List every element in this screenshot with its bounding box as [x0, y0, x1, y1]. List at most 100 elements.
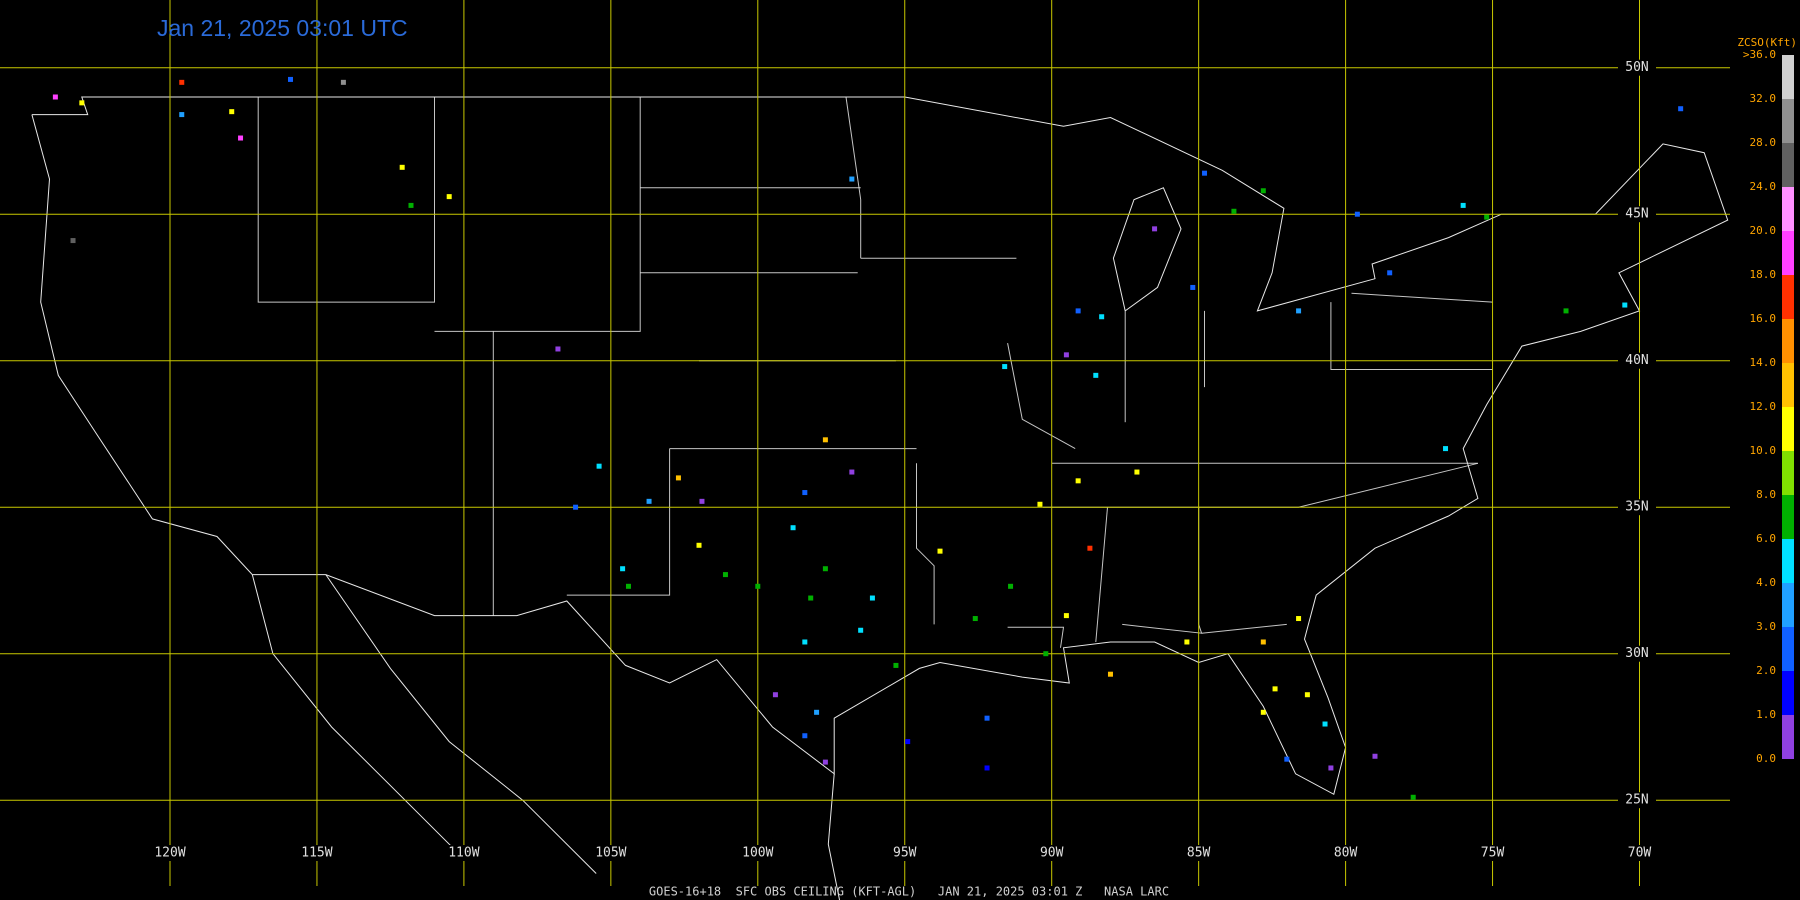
colorbar-band [1782, 451, 1794, 495]
station-obs [1152, 226, 1158, 232]
station-obs [937, 548, 943, 554]
station-obs [822, 759, 828, 765]
station-obs [1075, 478, 1081, 484]
station-obs [70, 238, 76, 244]
station-obs [1328, 765, 1334, 771]
station-obs [1087, 545, 1093, 551]
station-obs [408, 202, 414, 208]
lon-label: 80W [1334, 846, 1358, 861]
station-obs [1304, 692, 1310, 698]
station-obs [229, 109, 235, 115]
station-obs [1008, 583, 1014, 589]
label-backdrop [1618, 59, 1656, 76]
station-obs [596, 463, 602, 469]
station-obs [869, 595, 875, 601]
colorbar-band [1782, 363, 1794, 407]
coastline [827, 773, 841, 900]
colorbar-band [1782, 671, 1794, 715]
label-backdrop [1323, 845, 1368, 861]
station-obs [620, 566, 626, 572]
station-obs [802, 490, 808, 496]
colorbar-label: 1.0 [1756, 708, 1776, 721]
station-obs [1190, 284, 1196, 290]
station-obs [802, 733, 808, 739]
label-backdrop [1618, 352, 1656, 369]
label-backdrop [1029, 845, 1074, 861]
label-backdrop [1176, 845, 1221, 861]
colorbar-band [1782, 319, 1794, 363]
colorbar-band [1782, 407, 1794, 451]
station-obs [822, 566, 828, 572]
label-backdrop [1618, 206, 1656, 223]
station-obs [1184, 639, 1190, 645]
lon-label: 70W [1628, 846, 1652, 861]
lat-label: 30N [1625, 646, 1648, 661]
lon-label: 115W [301, 846, 332, 861]
station-obs [1037, 501, 1043, 507]
station-obs [972, 616, 978, 622]
station-obs [1443, 446, 1449, 452]
label-backdrop [1618, 499, 1656, 516]
colorbar-band [1782, 583, 1794, 627]
station-obs [814, 709, 820, 715]
station-obs [179, 112, 185, 118]
station-obs [1678, 106, 1684, 112]
colorbar-label: >36.0 [1743, 48, 1776, 61]
station-obs [625, 583, 631, 589]
lon-label: 85W [1187, 846, 1211, 861]
colorbar-label: 14.0 [1750, 356, 1777, 369]
station-obs [1387, 270, 1393, 276]
station-obs [1107, 671, 1113, 677]
label-backdrop [294, 845, 339, 861]
station-obs [1231, 208, 1237, 214]
lon-label: 95W [893, 846, 917, 861]
state-border [1007, 343, 1076, 450]
lon-label: 90W [1040, 846, 1064, 861]
colorbar-band [1782, 99, 1794, 143]
label-backdrop [1470, 845, 1515, 861]
station-obs [79, 100, 85, 106]
coastline [325, 574, 597, 874]
station-obs [696, 542, 702, 548]
state-border [1330, 302, 1493, 370]
station-obs [1296, 616, 1302, 622]
station-obs [675, 475, 681, 481]
station-obs [755, 583, 761, 589]
state-border [566, 448, 671, 596]
station-obs [573, 504, 579, 510]
station-obs [849, 469, 855, 475]
station-obs [905, 739, 911, 745]
colorbar-label: 10.0 [1750, 444, 1777, 457]
station-obs [238, 135, 244, 141]
lon-label: 120W [154, 846, 185, 861]
lat-label: 50N [1625, 60, 1648, 75]
lat-label: 40N [1625, 353, 1648, 368]
station-obs [1354, 211, 1360, 217]
station-obs [772, 692, 778, 698]
station-obs [1622, 302, 1628, 308]
state-border [1007, 626, 1065, 648]
colorbar-title: ZCSO(Kft) [1737, 36, 1797, 49]
lat-label: 35N [1625, 500, 1648, 515]
station-obs [1484, 214, 1490, 220]
colorbar-label: 12.0 [1750, 400, 1777, 413]
colorbar-band [1782, 187, 1794, 231]
station-obs [399, 164, 405, 170]
state-border [257, 97, 435, 303]
lon-label: 75W [1481, 846, 1505, 861]
colorbar: ZCSO(Kft) 0.0 1.0 2.0 3.0 4.0 6.0 8.0 10.0 12.0 14… [1737, 36, 1797, 765]
station-obs [822, 437, 828, 443]
colorbar-label: 16.0 [1750, 312, 1777, 325]
map-title: Jan 21, 2025 03:01 UTC [157, 15, 408, 41]
geography [31, 96, 1729, 900]
colorbar-band [1782, 539, 1794, 583]
state-border [1095, 507, 1108, 643]
lon-label: 110W [448, 846, 479, 861]
station-obs [1099, 314, 1105, 320]
station-obs [1260, 709, 1266, 715]
label-backdrop [1618, 792, 1656, 809]
label-backdrop [735, 845, 780, 861]
label-backdrop [588, 845, 633, 861]
station-obs [984, 765, 990, 771]
station-obs [1002, 364, 1008, 370]
